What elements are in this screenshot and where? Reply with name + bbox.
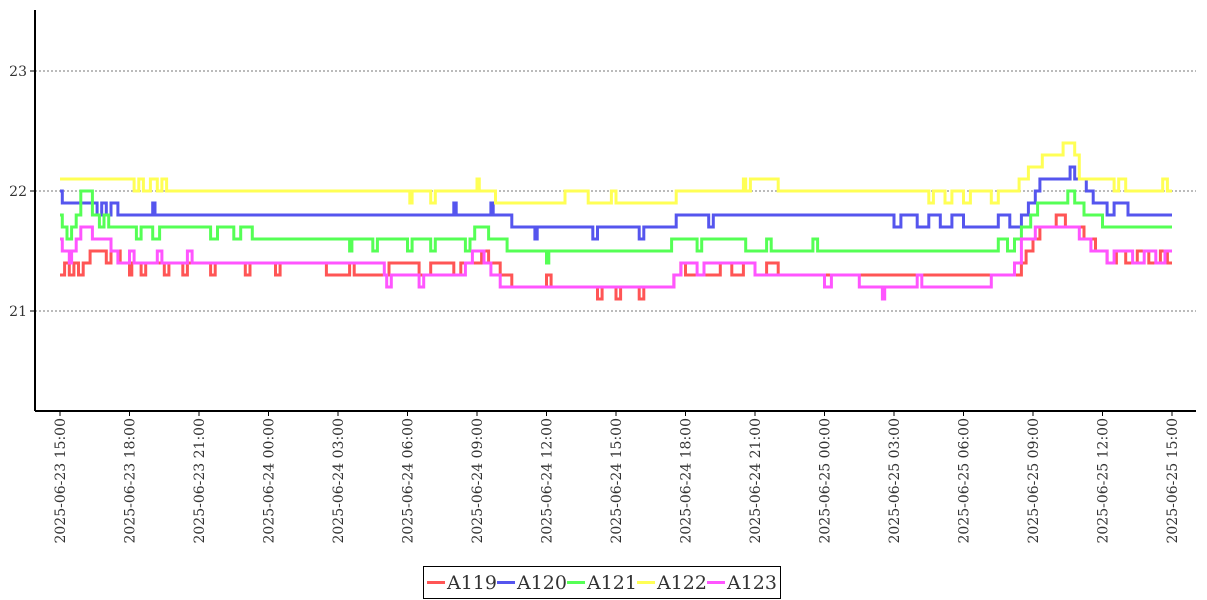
legend-swatch (707, 581, 725, 584)
legend-item-a121: A121 (567, 572, 637, 594)
x-tick-label: 2025-06-23 21:00 (192, 418, 208, 544)
x-tick-label: 2025-06-24 12:00 (540, 418, 556, 544)
x-tick-label: 2025-06-23 18:00 (123, 418, 139, 544)
x-tick-label: 2025-06-24 09:00 (470, 418, 486, 544)
legend-item-a120: A120 (497, 572, 567, 594)
legend-swatch (567, 581, 585, 584)
x-tick-label: 2025-06-23 15:00 (53, 418, 69, 544)
x-tick-label: 2025-06-25 12:00 (1096, 418, 1112, 544)
x-tick-labels: 2025-06-23 15:00 2025-06-23 18:00 2025-06-… (53, 411, 1181, 544)
y-tick-labels: 21 22 23 (9, 64, 35, 320)
series-lines (60, 141, 1172, 301)
legend-swatch (497, 581, 515, 584)
x-tick-label: 2025-06-25 00:00 (818, 418, 834, 544)
x-tick-label: 2025-06-24 00:00 (262, 418, 278, 544)
x-tick-label: 2025-06-25 15:00 (1165, 418, 1181, 544)
series-line-a123 (60, 225, 1172, 301)
x-tick-label: 2025-06-24 21:00 (748, 418, 764, 544)
series-line-a122 (60, 141, 1172, 205)
legend-item-a119: A119 (427, 572, 497, 594)
y-tick-label: 21 (9, 304, 27, 320)
legend-label: A120 (517, 571, 567, 594)
x-tick-label: 2025-06-25 06:00 (957, 418, 973, 544)
legend-label: A119 (447, 571, 497, 594)
x-tick-label: 2025-06-24 03:00 (331, 418, 347, 544)
legend-swatch (427, 581, 445, 584)
series-line-a120 (60, 165, 1172, 241)
legend: A119 A120 A121 A122 A123 (423, 566, 781, 599)
legend-label: A123 (727, 571, 777, 594)
y-tick-label: 22 (9, 184, 27, 200)
x-tick-label: 2025-06-25 03:00 (887, 418, 903, 544)
x-tick-label: 2025-06-25 09:00 (1026, 418, 1042, 544)
x-tick-label: 2025-06-24 18:00 (679, 418, 695, 544)
legend-swatch (637, 581, 655, 584)
legend-label: A122 (657, 571, 707, 594)
legend-item-a123: A123 (707, 572, 777, 594)
x-tick-label: 2025-06-24 15:00 (609, 418, 625, 544)
y-tick-label: 23 (9, 64, 27, 80)
x-tick-label: 2025-06-24 06:00 (401, 418, 417, 544)
series-line-a121 (60, 189, 1172, 265)
legend-item-a122: A122 (637, 572, 707, 594)
legend-label: A121 (587, 571, 637, 594)
